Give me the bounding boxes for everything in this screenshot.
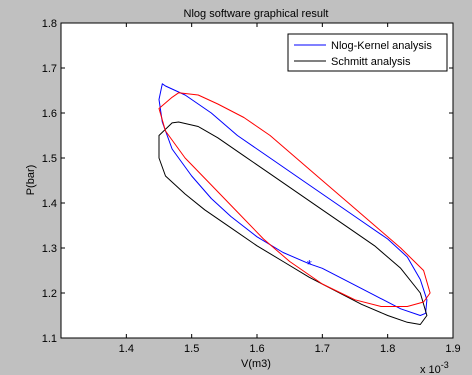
y-tick-label: 1.1 bbox=[42, 333, 57, 345]
x-tick-label: 1.8 bbox=[380, 343, 395, 355]
plot-area bbox=[60, 22, 454, 339]
x-tick-label: 1.6 bbox=[249, 343, 264, 355]
y-tick-label: 1.5 bbox=[42, 153, 57, 165]
data-marker-0: * bbox=[307, 257, 312, 272]
x-tick-label: 1.9 bbox=[445, 343, 460, 355]
y-tick-label: 1.2 bbox=[42, 288, 57, 300]
chart-title: Nlog software graphical result bbox=[184, 8, 329, 20]
series-line-2 bbox=[158, 92, 431, 307]
x-axis-label: V(m3) bbox=[241, 358, 271, 370]
legend-label-schmitt: Schmitt analysis bbox=[331, 56, 411, 68]
y-tick-label: 1.7 bbox=[42, 63, 57, 75]
y-tick-label: 1.6 bbox=[42, 108, 57, 120]
x-tick-label: 1.5 bbox=[184, 343, 199, 355]
legend: Nlog-Kernel analysis Schmitt analysis bbox=[287, 33, 448, 72]
series-line-0 bbox=[158, 83, 428, 316]
y-axis-label: P(bar) bbox=[25, 165, 37, 196]
x-tick-label: 1.7 bbox=[315, 343, 330, 355]
series-line-1 bbox=[158, 121, 428, 325]
legend-label-nlog-kernel: Nlog-Kernel analysis bbox=[331, 40, 432, 52]
y-tick-label: 1.4 bbox=[42, 198, 57, 210]
legend-box bbox=[287, 33, 448, 72]
x-tick-label: 1.4 bbox=[119, 343, 134, 355]
x-axis-multiplier: x 10-3 bbox=[420, 360, 449, 375]
y-tick-label: 1.3 bbox=[42, 243, 57, 255]
y-tick-label: 1.8 bbox=[42, 18, 57, 30]
